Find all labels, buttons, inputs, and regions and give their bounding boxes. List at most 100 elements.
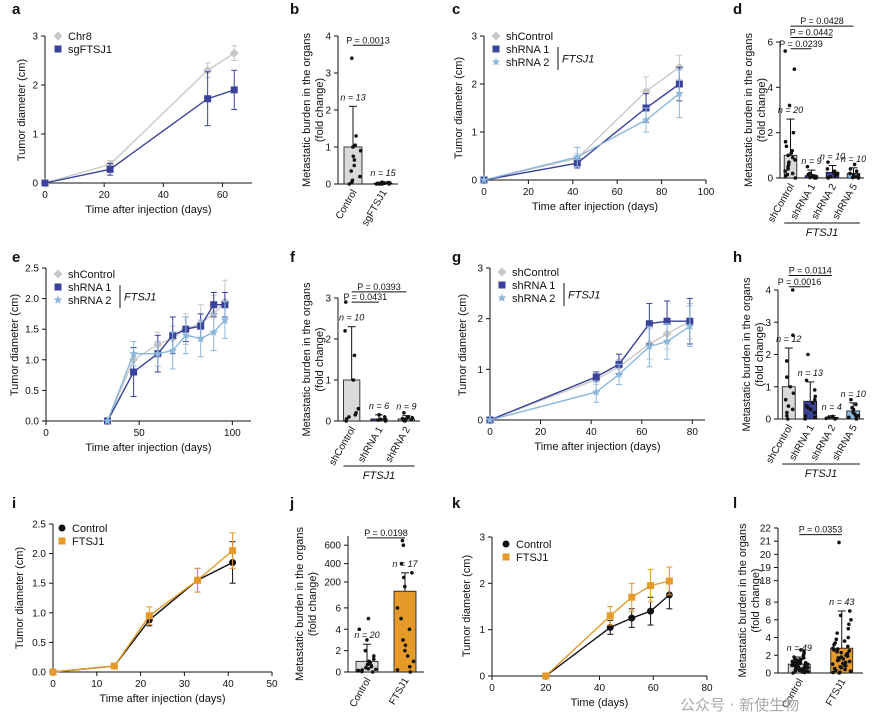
panel-c-legend-label-2: shRNA 2 [506,57,549,69]
panel-e-series-2-point-6 [209,327,218,336]
panel-a-ytick-label-3: 3 [32,32,38,43]
panel-j-ytick-label-0: 0 [335,668,341,679]
panel-b-bar-0-dot-5 [352,163,357,168]
panel-d-bar-0-dot-11 [786,153,790,158]
panel-g-series-2-point-0 [485,415,495,424]
panel-k-ytick-label-0: 0 [479,672,485,683]
panel-d-bar-0-dot-0 [793,176,798,180]
panel-l-ytick-label-0: 0 [765,669,771,680]
panel-a-ytick-label-2: 2 [32,81,38,92]
panel-f-bar-0-n: n = 10 [339,313,364,323]
panel-e-xtick-label-1: 50 [134,428,146,439]
panel-c-series-2-point-2 [641,115,651,124]
panel-b-bar-0-dot-12 [350,56,354,60]
panel-g-legend-marker-1 [498,281,506,289]
panel-h-bar-0-dot-10 [791,333,795,337]
panel-d-label: d [733,1,742,18]
panel-e-ytick-label-2: 1.0 [25,355,39,366]
panel-g-xtick-label-1: 20 [535,427,547,438]
panel-c-legend-marker-2 [491,57,501,66]
panel-g-ytick-label-2: 2 [477,314,483,325]
panel-i-xtick-label-0: 0 [50,679,56,690]
panel-h-pval-0: P = 0.0114 [789,265,832,275]
panel-c-xtick-label-1: 20 [523,187,535,198]
panel-i-ytick-label-4: 2.0 [32,549,46,560]
panel-d-ytick-label-2: 4 [767,83,773,94]
panel-h-bar-1-n: n = 13 [798,368,823,378]
panel-j-bar-1-dot-16 [400,538,405,543]
panel-l-bar-1-dot-21 [835,631,839,635]
panel-j-bar-0-dot-18 [365,662,370,667]
panel-d-pval-0: P = 0.0428 [800,16,844,26]
panel-j-bar-1-dot-9 [399,616,403,621]
panel-h-bar-0-dot-11 [790,288,795,292]
panel-e-ylabel: Tumor diameter (cm) [9,294,21,396]
panel-j-bar-1-dot-14 [399,561,404,566]
panel-d-bar-3-dot-8 [848,167,853,171]
panel-c-xtick-label-2: 40 [567,187,579,198]
panel-g-label: g [452,249,461,266]
panel-l-label: l [733,495,737,512]
panel-j-ylabel: Metastatic burden in the organs [294,526,306,681]
panel-g-legend-marker-0 [497,267,507,277]
panel-h-bar-0-dot-9 [784,359,789,363]
panel-l-bar-1-dot-20 [846,635,851,640]
panel-b-ytick-label-2: 2 [325,106,331,117]
panel-j-ylabel-unit: (fold change) [307,572,319,636]
panel-c-legend-label-1: shRNA 1 [506,44,549,56]
panel-d-bar-0-dot-18 [792,67,797,71]
panel-c-legend-group-label: FTSJ1 [562,54,594,66]
panel-f-xtick-label-1: shRNA 1 [356,425,385,465]
panel-h-bar-1-dot-9 [813,394,818,399]
panel-g-series-2-point-2 [614,369,624,378]
panel-a-xlabel: Time after injection (days) [85,204,211,216]
panel-h-bar-0-dot-4 [786,404,791,408]
panel-h-bar-2-dot-0 [833,417,837,421]
panel-h-bar-1-dot-3 [812,410,817,415]
panel-l-bar-1-dot-41 [837,540,841,545]
panel-b-label: b [290,1,299,18]
panel-k-ytick-label-1: 1 [479,625,485,636]
panel-b-bar-0-dot-11 [354,134,358,138]
panel-j-bar-1-dot-6 [403,643,408,648]
panel-f-bar-0-dot-9 [343,300,348,304]
panel-a-xtick-label-2: 40 [158,190,170,201]
panel-h-bar-3-dot-9 [849,397,853,402]
panel-f-xtick-label-2: shRNA 2 [384,425,413,465]
panel-h-bar-0-dot-7 [788,384,793,389]
panel-h-bar-3-dot-8 [854,402,858,407]
panel-k-series-1-point-0 [542,672,550,680]
panel-j-bar-1-dot-13 [410,571,414,575]
panel-b-bar-0-n: n = 13 [340,92,365,102]
panel-f-bar-0-dot-7 [352,353,357,358]
panel-b-ytick-label-1: 1 [325,143,331,154]
panel-e-legend-label-2: shRNA 2 [68,295,111,307]
panel-j-bar-0-dot-12 [357,627,362,632]
panel-d-bar-0-dot-3 [790,171,795,176]
panel-j-xtick-label-0: Control [348,676,374,709]
panel-c-xtick-label-4: 80 [656,187,668,198]
panel-l-bar-1-n: n = 43 [829,597,854,607]
panel-e-xtick-label-0: 0 [43,428,49,439]
panel-l-bar-1-dot-26 [847,609,852,613]
panel-l-bar-0-dot-44 [802,664,807,669]
panel-k-legend-marker-0 [502,540,510,548]
panel-b-bar-0-dot-8 [358,148,363,153]
panel-e-xlabel: Time after injection (days) [85,442,211,454]
panel-f-bar-0-dot-6 [351,378,356,382]
panel-c-series-1-line [483,83,680,181]
panel-a-xtick-label-3: 60 [217,190,229,201]
panel-l-bar-0-dot-17 [801,656,806,660]
panel-l-bar-1-dot-36 [845,652,849,657]
panel-d-ylabel: Metastatic burden in the organs [743,32,755,187]
panel-d-bar-0-dot-15 [783,139,788,144]
panel-d-bar-0-dot-9 [793,158,797,162]
panel-i-ylabel: Tumor diameter (cm) [14,547,26,649]
panel-i-legend-marker-1 [58,537,66,545]
panel-b-ytick-label-4: 4 [325,32,331,43]
panel-j-pval-0: P = 0.0198 [364,528,408,538]
panel-i-xtick-label-5: 50 [266,679,278,690]
panel-g-series-0-line [489,320,691,421]
panel-l-bar-0-dot-36 [795,658,799,662]
panel-d-pval-1: P = 0.0442 [790,27,834,37]
